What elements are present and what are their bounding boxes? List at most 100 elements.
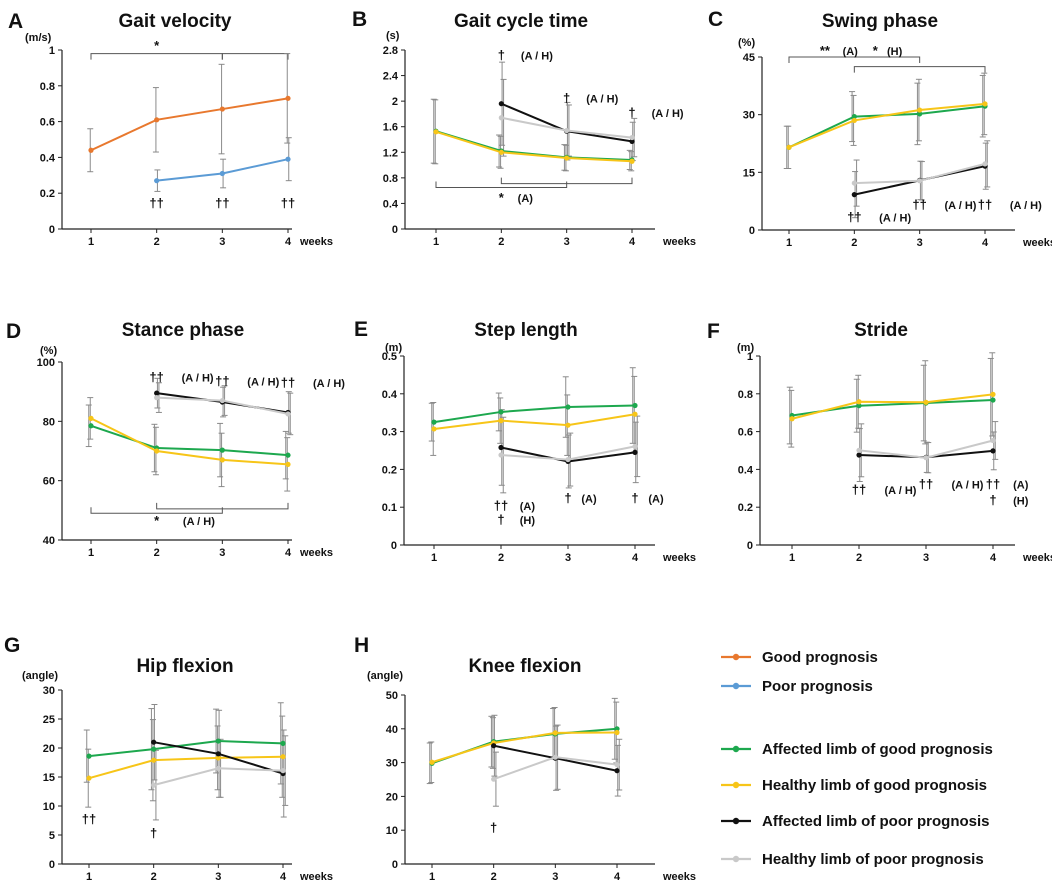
data-point — [789, 416, 795, 422]
error-bars-healthy-good — [85, 715, 286, 808]
series-line — [88, 740, 284, 758]
x-tick-label: 3 — [923, 552, 929, 564]
y-tick-label: 15 — [743, 167, 755, 179]
data-point — [565, 422, 571, 428]
data-point — [280, 754, 286, 760]
series-affected-good — [88, 423, 291, 458]
error-bars-healthy-good — [785, 72, 988, 169]
x-tick-label: 4 — [632, 552, 639, 564]
significance-bracket — [90, 507, 223, 514]
series-healthy-poor — [851, 161, 988, 186]
x-axis-label: weeks — [662, 871, 696, 880]
significance-marker: (A) — [518, 193, 534, 205]
x-tick-label: 3 — [219, 236, 225, 248]
data-point — [614, 726, 620, 732]
y-tick-label: 1 — [747, 351, 753, 363]
panel-letter: D — [6, 320, 21, 343]
y-tick-label: 0.5 — [382, 351, 397, 363]
panels: A Gait velocity (m/s) 0 0.2 0.4 0.6 0.8 1 1 2 3 4 wee… — [4, 8, 1052, 880]
x-tick-label: 4 — [614, 871, 621, 880]
legend-item-affected-good: Affected limb of good prognosis — [721, 741, 993, 758]
significance-marker: (A / H) — [944, 200, 976, 212]
data-point — [88, 415, 94, 421]
error-bars-healthy-good — [87, 397, 291, 492]
series-line — [788, 105, 986, 149]
data-point — [629, 138, 635, 145]
chart-title: Stance phase — [122, 320, 245, 341]
y-tick-label: 0.6 — [40, 117, 55, 129]
significance-marker: * — [873, 43, 879, 58]
y-tick-label: 0 — [392, 859, 398, 871]
data-point — [851, 180, 857, 186]
x-axis-label: weeks — [662, 552, 696, 564]
y-tick-label: 30 — [43, 685, 55, 697]
data-point — [285, 411, 291, 417]
data-point — [498, 444, 504, 451]
significance-marker: † — [150, 825, 157, 840]
chart-title: Hip flexion — [136, 656, 233, 677]
x-tick-label: 1 — [789, 552, 795, 564]
data-point — [786, 144, 792, 150]
significance-marker: †† — [149, 196, 163, 211]
series-healthy-poor — [154, 395, 291, 417]
legend-swatch-marker — [732, 855, 740, 863]
significance-marker: (A / H) — [247, 377, 279, 389]
significance-bracket — [90, 53, 223, 60]
x-tick-label: 3 — [564, 236, 570, 248]
legend-swatch-marker — [732, 781, 740, 789]
data-point — [498, 149, 504, 155]
series-line — [90, 424, 289, 457]
series-healthy-good — [431, 411, 638, 432]
x-tick-label: 4 — [280, 871, 287, 880]
series-affected-poor — [498, 101, 635, 145]
panel-letter: F — [707, 320, 720, 343]
series-affected-good — [789, 397, 996, 419]
error-bars-healthy-good — [788, 352, 996, 448]
significance-marker: (A / H) — [884, 485, 916, 497]
y-tick-label: 0.1 — [382, 502, 397, 514]
x-tick-label: 1 — [429, 871, 435, 880]
data-point — [219, 170, 225, 177]
y-tick-label: 0.4 — [40, 152, 56, 164]
data-point — [923, 399, 929, 405]
series-line — [431, 727, 618, 765]
data-point — [990, 397, 996, 403]
series-healthy-good — [789, 391, 996, 422]
series-healthy-good — [433, 129, 635, 164]
x-tick-label: 2 — [154, 547, 160, 559]
y-tick-label: 2 — [392, 96, 398, 108]
significance-bracket — [853, 66, 986, 73]
legend-item-healthy-good: Healthy limb of good prognosis — [721, 777, 987, 794]
y-tick-label: 25 — [43, 714, 55, 726]
significance-bracket — [156, 502, 289, 510]
panel-h: H Knee flexion (angle) 0 10 20 30 40 50 1 2 3 4 weeks… — [354, 634, 696, 880]
data-point — [851, 117, 857, 124]
error-bars-healthy-poor — [152, 735, 289, 821]
x-tick-label: 4 — [629, 236, 636, 248]
data-point — [632, 411, 638, 417]
significance-marker: †† — [978, 197, 992, 212]
data-point — [219, 397, 225, 404]
data-point — [917, 178, 923, 184]
x-tick-label: 3 — [565, 552, 571, 564]
error-bars-poor — [154, 137, 292, 192]
data-point — [917, 111, 923, 117]
y-tick-label: 0 — [392, 224, 398, 236]
error-bars-healthy-good — [430, 375, 638, 456]
series-healthy-good — [429, 729, 620, 765]
error-bars-affected-good — [783, 74, 986, 169]
legend-label: Healthy limb of poor prognosis — [762, 851, 984, 868]
data-point — [431, 419, 437, 425]
x-tick-label: 1 — [431, 552, 437, 564]
data-point — [151, 746, 157, 752]
data-point — [632, 449, 638, 455]
y-tick-label: 10 — [386, 825, 398, 837]
panel-letter: G — [4, 634, 20, 657]
x-tick-label: 3 — [215, 871, 221, 880]
data-point — [151, 782, 157, 788]
data-point — [151, 757, 157, 763]
significance-marker: † — [989, 492, 996, 507]
x-tick-label: 3 — [552, 871, 558, 880]
x-tick-label: 1 — [433, 236, 439, 248]
y-tick-label: 10 — [43, 801, 55, 813]
